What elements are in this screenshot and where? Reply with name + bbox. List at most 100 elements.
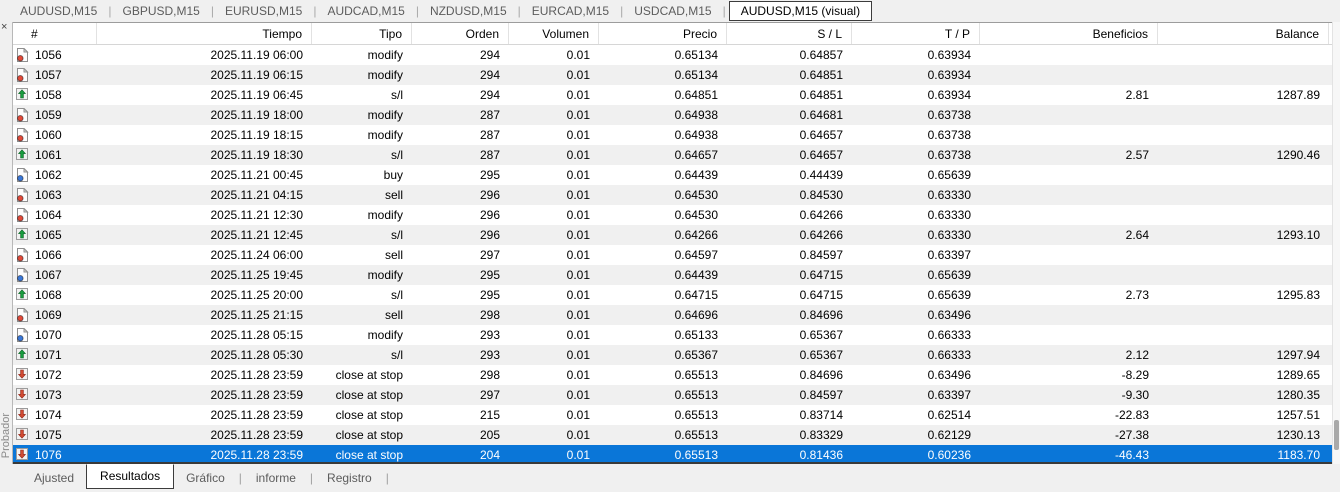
cell-num: 1072	[13, 365, 97, 385]
column-header-2[interactable]: Tipo	[312, 23, 412, 44]
tester-tab-bar: Ajusted Resultados Gráfico | informe | Registr…	[0, 463, 1340, 492]
table-row[interactable]: 1076 2025.11.28 23:59 close at stop 204 0.01…	[13, 445, 1332, 462]
cell-type: modify	[367, 48, 403, 62]
table-row[interactable]: 1066 2025.11.24 06:00 sell 297 0.01 0.64597 0.…	[13, 245, 1332, 265]
cell-type: s/l	[391, 348, 403, 362]
cell-tp: 0.65639	[927, 288, 971, 302]
table-row[interactable]: 1060 2025.11.19 18:15 modify 287 0.01 0.64938…	[13, 125, 1332, 145]
table-row[interactable]: 1071 2025.11.28 05:30 s/l 293 0.01 0.65367 0.6…	[13, 345, 1332, 365]
cell-sl: 0.84530	[799, 188, 843, 202]
table-row[interactable]: 1075 2025.11.28 23:59 close at stop 205 0.01…	[13, 425, 1332, 445]
cell-time: 2025.11.28 23:59	[210, 368, 303, 382]
tester-tab-ajusted[interactable]: Ajusted	[34, 471, 75, 485]
cell-type: close at stop	[335, 448, 403, 462]
column-header-8[interactable]: Beneficios	[980, 23, 1158, 44]
symbol-tab-eurcad-m15[interactable]: EURCAD,M15	[531, 4, 610, 18]
cell-type: close at stop	[335, 368, 403, 382]
column-header-1[interactable]: Tiempo	[97, 23, 312, 44]
tab-separator: |	[620, 4, 624, 18]
cell-volume: 0.01	[566, 148, 590, 162]
cell-volume: 0.01	[566, 168, 590, 182]
table-row[interactable]: 1063 2025.11.21 04:15 sell 296 0.01 0.64530 0.…	[13, 185, 1332, 205]
scrollbar-thumb[interactable]	[1334, 420, 1339, 450]
tab-separator: |	[722, 4, 726, 18]
cell-balance: 1297.94	[1276, 348, 1320, 362]
cell-price: 0.64851	[674, 88, 718, 102]
table-row[interactable]: 1061 2025.11.19 18:30 s/l 287 0.01 0.64657 0.6…	[13, 145, 1332, 165]
cell-volume: 0.01	[566, 48, 590, 62]
cell-sl: 0.64657	[799, 148, 843, 162]
table-row[interactable]: 1067 2025.11.25 19:45 modify 295 0.01 0.64439…	[13, 265, 1332, 285]
cell-order: 287	[479, 148, 500, 162]
vertical-scrollbar[interactable]	[1332, 22, 1340, 464]
cell-balance: 1183.70	[1277, 448, 1321, 462]
table-row[interactable]: 1059 2025.11.19 18:00 modify 287 0.01 0.64938…	[13, 105, 1332, 125]
cell-tp: 0.63397	[927, 248, 971, 262]
cell-time: 2025.11.25 21:15	[210, 308, 303, 322]
cell-sl: 0.83329	[799, 428, 843, 442]
cell-profit: 2.73	[1125, 288, 1149, 302]
cell-volume: 0.01	[566, 388, 590, 402]
column-header-0[interactable]: #	[13, 23, 97, 44]
cell-volume: 0.01	[566, 268, 590, 282]
table-row[interactable]: 1058 2025.11.19 06:45 s/l 294 0.01 0.64851 0.6…	[13, 85, 1332, 105]
cell-time: 2025.11.19 06:00	[210, 48, 303, 62]
cell-time: 2025.11.19 18:00	[210, 108, 303, 122]
cell-order: 298	[479, 308, 500, 322]
cell-balance	[1158, 65, 1329, 85]
cell-order: 287	[479, 128, 500, 142]
tester-tab-registro[interactable]: Registro	[327, 471, 372, 485]
column-header-3[interactable]: Orden	[412, 23, 509, 44]
table-row[interactable]: 1065 2025.11.21 12:45 s/l 296 0.01 0.64266 0.6…	[13, 225, 1332, 245]
tester-side-strip: × Probador	[0, 22, 13, 464]
cell-type: sell	[384, 188, 403, 202]
cell-sl: 0.84597	[799, 388, 843, 402]
cell-tp: 0.62514	[927, 408, 971, 422]
cell-profit: 2.12	[1125, 348, 1149, 362]
cell-price: 0.64696	[674, 308, 718, 322]
table-row[interactable]: 1074 2025.11.28 23:59 close at stop 215 0.01…	[13, 405, 1332, 425]
cell-order: 296	[479, 228, 500, 242]
tab-separator: |	[309, 471, 314, 485]
column-header-4[interactable]: Volumen	[509, 23, 599, 44]
tester-tab-informe[interactable]: informe	[255, 471, 296, 485]
close-panel-icon[interactable]: ×	[1, 21, 8, 33]
cell-price: 0.64938	[674, 128, 718, 142]
column-header-6[interactable]: S / L	[727, 23, 852, 44]
table-row[interactable]: 1068 2025.11.25 20:00 s/l 295 0.01 0.64715 0.6…	[13, 285, 1332, 305]
tester-tab-gr-fico[interactable]: Gráfico	[186, 471, 225, 485]
cell-volume: 0.01	[566, 408, 590, 422]
symbol-tab-audusd-m15-visual-[interactable]: AUDUSD,M15 (visual)	[728, 1, 873, 21]
cell-num: 1069	[13, 305, 97, 325]
sell-order-icon	[16, 308, 29, 322]
symbol-tab-eurusd-m15[interactable]: EURUSD,M15	[224, 4, 303, 18]
column-header-9[interactable]: Balance	[1158, 23, 1329, 44]
table-row[interactable]: 1072 2025.11.28 23:59 close at stop 298 0.01…	[13, 365, 1332, 385]
column-header-5[interactable]: Precio	[599, 23, 727, 44]
table-row[interactable]: 1062 2025.11.21 00:45 buy 295 0.01 0.64439 0.4…	[13, 165, 1332, 185]
cell-profit: 2.81	[1125, 88, 1149, 102]
cell-tp: 0.62129	[927, 428, 971, 442]
symbol-tab-audcad-m15[interactable]: AUDCAD,M15	[327, 4, 405, 18]
cell-num: 1058	[13, 85, 97, 105]
stop-loss-icon	[16, 88, 29, 102]
table-row[interactable]: 1064 2025.11.21 12:30 modify 296 0.01 0.64530…	[13, 205, 1332, 225]
cell-type: modify	[367, 268, 403, 282]
cell-balance	[1158, 105, 1329, 125]
tester-tab-resultados[interactable]: Resultados	[86, 463, 175, 489]
cell-sl: 0.65367	[799, 348, 843, 362]
symbol-tab-usdcad-m15[interactable]: USDCAD,M15	[634, 4, 712, 18]
cell-num: 1074	[13, 405, 97, 425]
table-row[interactable]: 1070 2025.11.28 05:15 modify 293 0.01 0.65133…	[13, 325, 1332, 345]
symbol-tab-nzdusd-m15[interactable]: NZDUSD,M15	[429, 4, 507, 18]
table-row[interactable]: 1069 2025.11.25 21:15 sell 298 0.01 0.64696 0.…	[13, 305, 1332, 325]
table-row[interactable]: 1056 2025.11.19 06:00 modify 294 0.01 0.65134…	[13, 45, 1332, 65]
column-header-7[interactable]: T / P	[852, 23, 980, 44]
table-row[interactable]: 1073 2025.11.28 23:59 close at stop 297 0.01…	[13, 385, 1332, 405]
cell-sl: 0.64266	[799, 208, 843, 222]
table-row[interactable]: 1057 2025.11.19 06:15 modify 294 0.01 0.65134…	[13, 65, 1332, 85]
symbol-tab-audusd-m15[interactable]: AUDUSD,M15	[20, 4, 98, 18]
row-number: 1076	[35, 448, 62, 462]
symbol-tab-gbpusd-m15[interactable]: GBPUSD,M15	[122, 4, 200, 18]
